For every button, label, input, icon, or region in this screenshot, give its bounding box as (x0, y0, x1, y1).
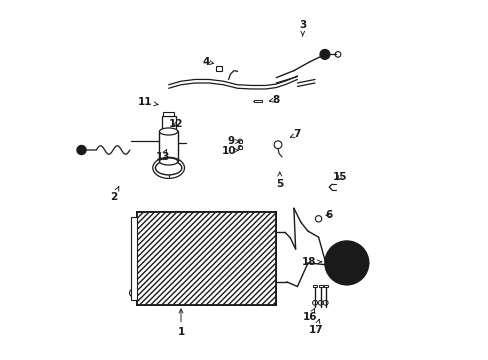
Text: 11: 11 (138, 98, 158, 107)
Bar (318, 285, 322, 287)
Text: 17: 17 (308, 319, 323, 335)
Bar (130, 217, 137, 300)
Bar (162, 116, 175, 131)
Text: 7: 7 (290, 129, 301, 139)
Text: 1: 1 (177, 309, 184, 337)
Text: 10: 10 (221, 146, 238, 156)
Bar (215, 66, 222, 71)
Circle shape (319, 49, 329, 59)
Ellipse shape (159, 128, 178, 135)
Text: 14: 14 (354, 257, 368, 267)
Text: 2: 2 (110, 186, 119, 202)
Text: 3: 3 (299, 21, 305, 36)
Bar (137, 212, 276, 305)
Circle shape (77, 145, 86, 154)
Bar (254, 100, 262, 102)
Circle shape (324, 241, 368, 285)
Bar (312, 285, 317, 287)
Bar (323, 285, 327, 287)
Bar (238, 140, 242, 143)
Bar (238, 146, 242, 149)
Text: 9: 9 (227, 136, 240, 146)
Text: 18: 18 (301, 257, 321, 267)
Text: 12: 12 (168, 119, 183, 129)
Ellipse shape (159, 158, 178, 165)
Bar (163, 112, 174, 116)
Text: 5: 5 (276, 172, 283, 189)
Circle shape (341, 258, 351, 268)
Text: 13: 13 (155, 149, 169, 162)
Bar (159, 131, 178, 162)
Ellipse shape (155, 161, 182, 175)
Text: 15: 15 (332, 172, 346, 182)
Bar (137, 212, 276, 305)
Text: 16: 16 (302, 309, 317, 322)
Text: 8: 8 (269, 95, 279, 104)
Text: 4: 4 (202, 57, 213, 67)
Text: 6: 6 (325, 210, 332, 220)
